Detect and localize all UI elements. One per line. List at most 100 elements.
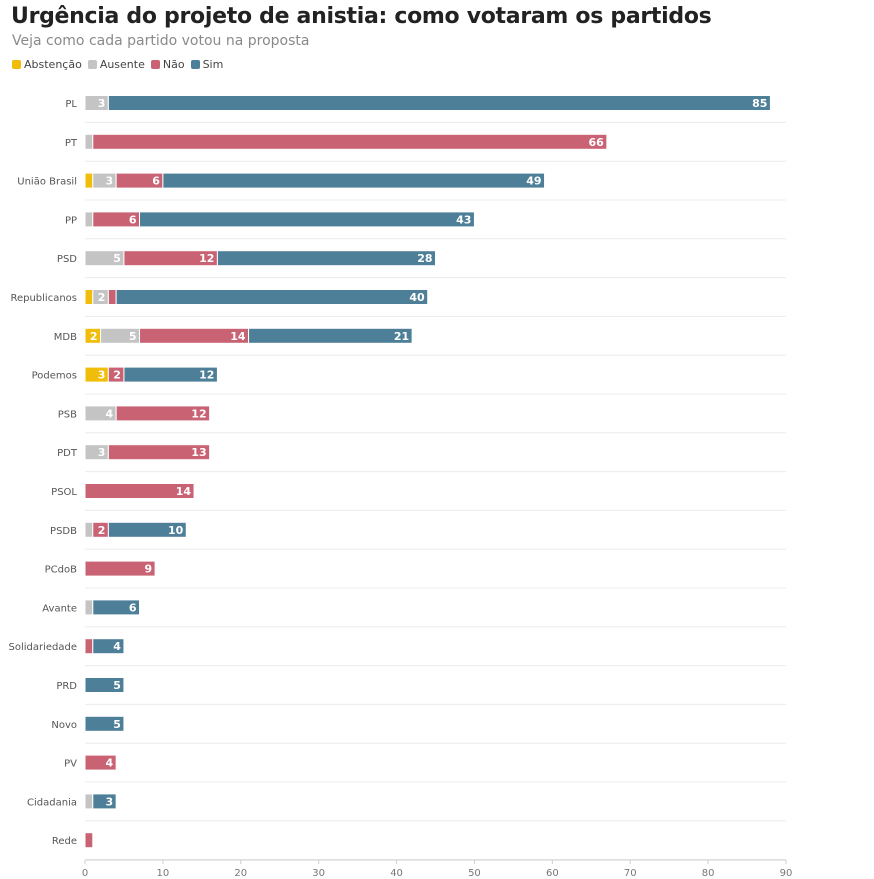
x-tick-label: 50 (468, 868, 481, 879)
data-label: 28 (417, 252, 432, 265)
data-label: 4 (105, 757, 113, 770)
data-label: 40 (409, 291, 425, 304)
bar-segment (107, 95, 771, 111)
category-label: PRD (56, 681, 77, 692)
data-label: 85 (752, 97, 767, 110)
category-label: PT (65, 138, 78, 149)
data-label: 6 (152, 175, 160, 188)
bar-segment (123, 366, 218, 383)
category-label: Avante (42, 603, 77, 614)
bar-segment (139, 211, 475, 228)
legend-swatch (12, 60, 21, 69)
category-label: Solidariedade (8, 642, 77, 653)
chart-legend: Abstenção Ausente Não Sim (12, 58, 223, 71)
data-label: 4 (105, 407, 113, 420)
legend-item-sim: Sim (190, 58, 224, 71)
data-label: 14 (176, 485, 192, 498)
category-label: PP (65, 215, 77, 226)
x-tick-label: 0 (82, 868, 88, 879)
data-label: 10 (168, 524, 184, 537)
bar-segment (92, 638, 125, 655)
category-label: Novo (51, 720, 77, 731)
bar-segment (84, 560, 156, 577)
category-label: PSB (58, 409, 77, 420)
chart-subtitle: Veja como cada partido votou na proposta (12, 33, 310, 49)
category-label: PL (65, 99, 77, 110)
bar-segment (84, 289, 94, 305)
data-label: 12 (191, 407, 206, 420)
category-label: Cidadania (27, 797, 77, 808)
category-label: União Brasil (17, 177, 77, 188)
bar-segment (92, 133, 608, 150)
data-label: 12 (199, 369, 214, 382)
bar-segment (84, 832, 94, 849)
x-tick-label: 30 (312, 868, 325, 879)
data-label: 3 (98, 97, 106, 110)
bar-segment (115, 289, 429, 305)
data-label: 4 (113, 640, 121, 653)
data-label: 3 (105, 795, 113, 808)
chart-title: Urgência do projeto de anistia: como vot… (11, 4, 712, 29)
legend-item-nao: Não (150, 58, 185, 71)
data-label: 5 (113, 679, 121, 692)
data-label: 12 (199, 252, 214, 265)
bar-segment (107, 289, 117, 305)
bar-segment (216, 250, 436, 267)
bar-segment (248, 327, 413, 344)
bar-segment (84, 133, 94, 150)
bar-segment (107, 444, 211, 461)
bar-segment (162, 172, 546, 189)
bar-segment (107, 521, 187, 538)
bar-segment (84, 715, 125, 732)
category-label: PDT (57, 448, 78, 459)
data-label: 14 (230, 330, 246, 343)
data-label: 9 (144, 563, 152, 576)
data-label: 5 (129, 330, 137, 343)
legend-label: Abstenção (24, 58, 82, 71)
bar-segment (84, 172, 94, 189)
data-label: 2 (98, 291, 106, 304)
bar-segment (84, 677, 125, 693)
x-tick-label: 70 (624, 868, 637, 879)
bar-segment (115, 405, 211, 422)
category-label: MDB (54, 332, 77, 343)
bar-segment (84, 521, 94, 538)
category-label: PSD (57, 254, 77, 265)
bar-segment (84, 599, 94, 616)
bar-segment (84, 754, 117, 771)
bar-segment (84, 211, 94, 228)
legend-label: Ausente (99, 58, 145, 71)
legend-item-abstencao: Abstenção (12, 58, 82, 71)
bar-segment (92, 793, 117, 810)
legend-label: Sim (202, 58, 224, 71)
data-label: 66 (589, 136, 605, 149)
data-label: 21 (394, 330, 409, 343)
x-tick-label: 20 (234, 868, 247, 879)
data-label: 2 (98, 524, 106, 537)
data-label: 6 (129, 601, 137, 614)
bar-segment (84, 793, 94, 810)
legend-swatch (87, 60, 97, 69)
category-label: Republicanos (10, 293, 77, 304)
data-label: 6 (129, 213, 137, 226)
x-tick-label: 60 (546, 868, 559, 879)
category-label: PV (64, 759, 77, 770)
x-tick-label: 10 (157, 868, 170, 879)
data-label: 49 (526, 175, 541, 188)
x-tick-label: 80 (702, 868, 715, 879)
data-label: 3 (98, 446, 106, 459)
data-label: 2 (113, 369, 121, 382)
category-label: Podemos (32, 371, 77, 382)
legend-item-ausente: Ausente (87, 58, 145, 71)
category-label: PSDB (50, 526, 77, 537)
bar-segment (84, 483, 195, 499)
category-label: Rede (52, 836, 77, 847)
data-label: 5 (113, 718, 121, 731)
data-label: 43 (456, 213, 471, 226)
data-label: 2 (90, 330, 98, 343)
data-label: 13 (191, 446, 206, 459)
legend-swatch (190, 60, 200, 69)
category-label: PCdoB (45, 565, 77, 576)
category-label: PSOL (51, 487, 77, 498)
